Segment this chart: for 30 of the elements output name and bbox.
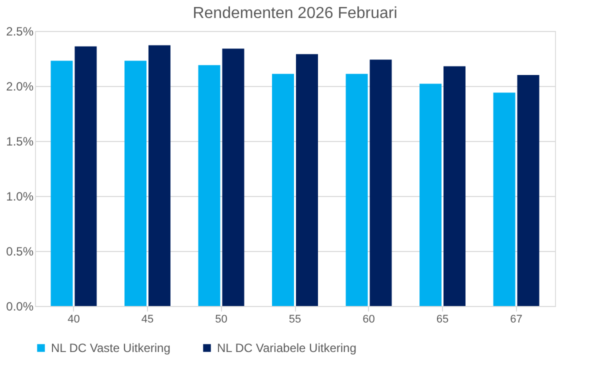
bar (272, 74, 294, 306)
bar (444, 66, 466, 306)
bar (124, 60, 146, 306)
x-tick-label: 50 (215, 314, 228, 326)
y-tick-label: 1.5% (6, 134, 34, 148)
legend-label: NL DC Vaste Uitkering (51, 341, 170, 355)
x-tick-label: 40 (68, 314, 80, 326)
x-tick-label: 45 (141, 314, 154, 326)
bar (148, 45, 170, 306)
y-tick-label: 2.0% (6, 80, 34, 94)
bar (493, 92, 516, 306)
y-tick-label: 0.0% (6, 300, 34, 314)
bar (420, 84, 442, 306)
bar (296, 54, 318, 306)
bar (370, 60, 392, 306)
x-tick-label: 60 (362, 314, 375, 326)
bar (50, 60, 73, 306)
legend-label: NL DC Variabele Uitkering (217, 341, 356, 355)
bar (517, 75, 540, 306)
bar (346, 74, 368, 306)
bar (222, 48, 244, 306)
bar (198, 65, 220, 306)
y-tick-label: 1.0% (6, 190, 34, 204)
x-tick-label: 55 (288, 314, 302, 326)
y-tick-label: 2.5% (6, 24, 34, 38)
x-tick-label: 65 (436, 314, 449, 326)
chart-title: Rendementen 2026 Februari (192, 5, 398, 22)
bar (74, 46, 97, 306)
y-tick-label: 0.5% (6, 244, 34, 258)
x-tick-label: 67 (510, 314, 522, 326)
